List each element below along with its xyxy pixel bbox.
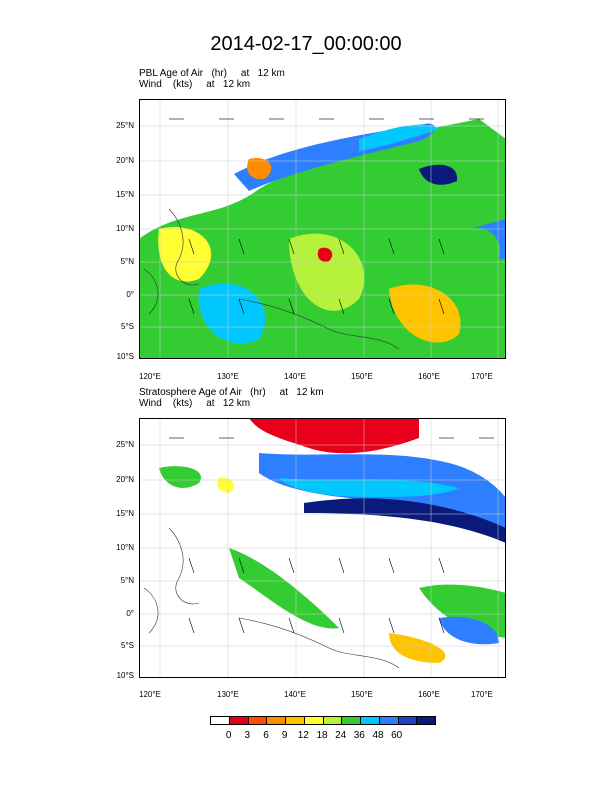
colorbar-swatch bbox=[248, 717, 268, 724]
lon-label: 130°E bbox=[217, 372, 239, 381]
lat-label: 10°N bbox=[116, 543, 134, 552]
colorbar-swatch bbox=[211, 717, 230, 724]
panel2-title-line2: Wind (kts) at 12 km bbox=[139, 398, 251, 409]
lon-label: 150°E bbox=[351, 372, 373, 381]
lon-label: 170°E bbox=[471, 372, 493, 381]
pbl-lon-labels: 120°E 130°E 140°E 150°E 160°E 170°E bbox=[139, 372, 506, 384]
colorbar-label: 48 bbox=[372, 730, 384, 741]
colorbar-swatch bbox=[379, 717, 399, 724]
panel1-title-line1: PBL Age of Air (hr) at 12 km bbox=[139, 68, 285, 79]
colorbar-label: 24 bbox=[335, 730, 347, 741]
lon-label: 140°E bbox=[284, 372, 306, 381]
strat-lat-labels: 25°N 20°N 15°N 10°N 5°N 0° 5°S 10°S bbox=[100, 418, 136, 680]
lon-label: 120°E bbox=[139, 690, 161, 699]
colorbar-swatch bbox=[323, 717, 343, 724]
pbl-age-map-svg bbox=[139, 99, 506, 359]
lat-label: 5°S bbox=[121, 322, 134, 331]
colorbar-swatch bbox=[286, 717, 305, 724]
colorbar-labels: 0 3 6 9 12 18 24 36 48 60 bbox=[210, 730, 434, 742]
panel1-title-line2: Wind (kts) at 12 km bbox=[139, 79, 251, 90]
colorbar-swatch bbox=[304, 717, 324, 724]
colorbar-label: 6 bbox=[263, 730, 269, 741]
strat-grid bbox=[139, 418, 506, 678]
lat-label: 25°N bbox=[116, 121, 134, 130]
lon-label: 130°E bbox=[217, 690, 239, 699]
colorbar-label: 18 bbox=[316, 730, 328, 741]
colorbar-swatch bbox=[342, 717, 361, 724]
lon-label: 170°E bbox=[471, 690, 493, 699]
lat-label: 5°N bbox=[120, 576, 134, 585]
colorbar-swatch bbox=[417, 717, 435, 724]
strat-age-map-svg bbox=[139, 418, 506, 678]
panel1-title: PBL Age of Air (hr) at 12 km Wind (kts) a… bbox=[139, 68, 285, 90]
lon-label: 160°E bbox=[418, 690, 440, 699]
lat-label: 0° bbox=[126, 609, 134, 618]
colorbar-label: 36 bbox=[353, 730, 365, 741]
lat-label: 5°S bbox=[121, 641, 134, 650]
strat-age-map bbox=[139, 418, 506, 678]
pbl-coastlines bbox=[143, 208, 400, 350]
strat-lon-labels: 120°E 130°E 140°E 150°E 160°E 170°E bbox=[139, 690, 506, 702]
lat-label: 10°S bbox=[116, 671, 134, 680]
strat-coastlines bbox=[143, 527, 400, 669]
strat-age-field bbox=[159, 418, 506, 663]
page-title: 2014-02-17_00:00:00 bbox=[210, 33, 402, 55]
lat-label: 5°N bbox=[120, 257, 134, 266]
lon-label: 150°E bbox=[351, 690, 373, 699]
pbl-grid bbox=[139, 99, 506, 359]
pbl-age-map bbox=[139, 99, 506, 359]
colorbar-swatch bbox=[229, 717, 249, 724]
colorbar-swatch bbox=[267, 717, 286, 724]
lat-label: 15°N bbox=[116, 509, 134, 518]
pbl-wind-barbs bbox=[169, 118, 484, 315]
colorbar-swatch bbox=[361, 717, 380, 724]
pbl-lat-labels: 25°N 20°N 15°N 10°N 5°N 0° 5°S 10°S bbox=[100, 99, 136, 361]
lat-label: 20°N bbox=[116, 475, 134, 484]
colorbar-label: 9 bbox=[281, 730, 288, 741]
colorbar-swatch bbox=[398, 717, 418, 724]
lon-label: 140°E bbox=[284, 690, 306, 699]
lat-label: 25°N bbox=[116, 440, 134, 449]
lat-label: 10°S bbox=[116, 352, 134, 361]
lat-label: 0° bbox=[126, 290, 134, 299]
colorbar-label: 0 bbox=[225, 730, 232, 741]
lat-label: 10°N bbox=[116, 224, 134, 233]
panel2-title-line1: Stratosphere Age of Air (hr) at 12 km bbox=[139, 387, 324, 398]
strat-wind-barbs bbox=[169, 437, 494, 634]
lat-label: 15°N bbox=[116, 190, 134, 199]
colorbar bbox=[210, 716, 436, 725]
lon-label: 120°E bbox=[139, 372, 161, 381]
pbl-age-field bbox=[139, 99, 506, 359]
panel2-title: Stratosphere Age of Air (hr) at 12 km Win… bbox=[139, 387, 324, 409]
lon-label: 160°E bbox=[418, 372, 440, 381]
colorbar-label: 3 bbox=[244, 730, 251, 741]
colorbar-label: 12 bbox=[297, 730, 309, 741]
colorbar-label: 60 bbox=[391, 730, 403, 741]
lat-label: 20°N bbox=[116, 156, 134, 165]
